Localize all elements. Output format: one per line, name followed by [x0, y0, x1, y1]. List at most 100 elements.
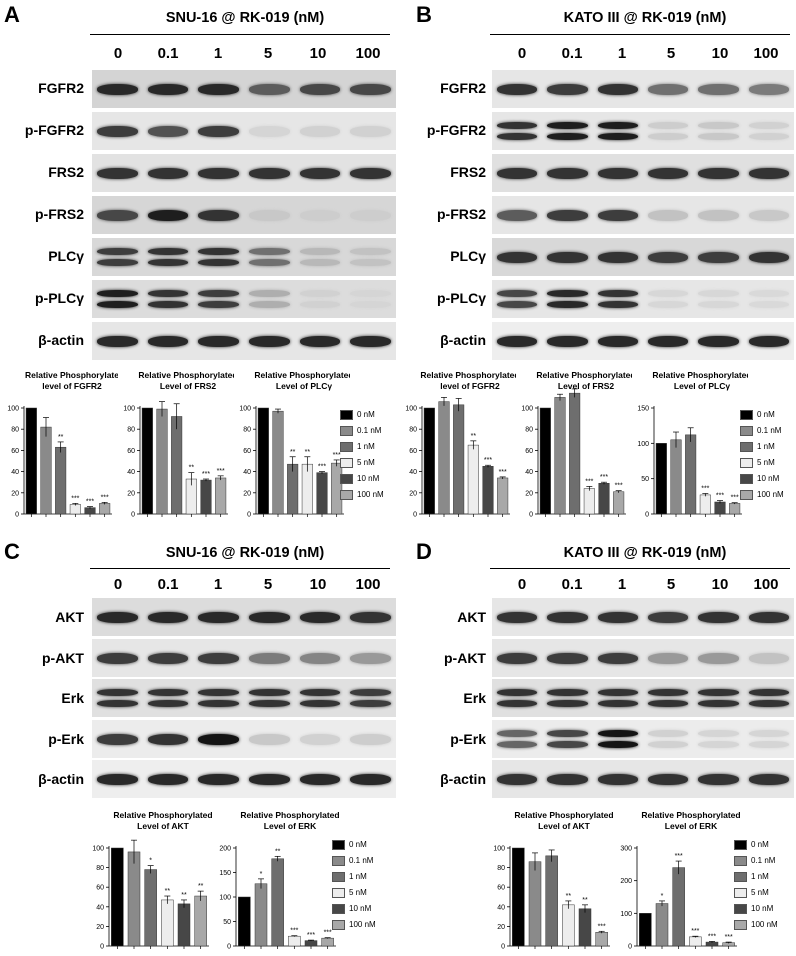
legend-label: 10 nM [357, 474, 380, 484]
band [97, 700, 138, 707]
band [198, 167, 239, 179]
band [249, 611, 290, 623]
legend-swatch [340, 490, 353, 500]
band [350, 700, 391, 707]
panel-a: A SNU-16 @ RK-019 (nM) 0 0.1 1 5 10 100 … [0, 0, 398, 525]
lane-label: 0 [113, 45, 123, 62]
band [97, 290, 138, 297]
band [698, 133, 739, 140]
band [147, 248, 189, 255]
band [698, 335, 739, 347]
band [748, 301, 789, 308]
band [597, 122, 638, 129]
bar [215, 477, 227, 515]
lane-label: 5 [666, 45, 676, 62]
legend-swatch [332, 904, 345, 914]
y-tick-label: 80 [243, 427, 251, 434]
band [97, 733, 138, 745]
y-tick-label: 40 [243, 469, 251, 476]
band [350, 259, 391, 266]
y-tick-label: 60 [525, 448, 533, 455]
band [249, 773, 290, 785]
significance-label: *** [71, 495, 79, 502]
title-rule [490, 568, 790, 569]
bar [304, 940, 318, 947]
band [497, 83, 538, 95]
band [597, 689, 638, 696]
legend-swatch [734, 920, 747, 930]
lane-label: 1 [617, 576, 627, 593]
lane-label: 100 [355, 576, 381, 593]
band [547, 133, 588, 140]
y-tick-label: 80 [127, 427, 135, 434]
y-tick-label: 200 [219, 846, 231, 853]
bar [316, 472, 328, 515]
bar [672, 867, 685, 947]
y-tick-label: 100 [637, 441, 649, 448]
legend-swatch [740, 490, 753, 500]
band [698, 773, 739, 785]
band [350, 290, 391, 297]
bar [156, 408, 168, 515]
bar [321, 937, 334, 947]
significance-label: *** [86, 499, 94, 506]
bar [194, 895, 207, 947]
significance-label: *** [675, 853, 683, 860]
legend: 0 nM 0.1 nM 1 nM 5 nM 10 nM 100 nM [340, 410, 400, 506]
title-rule [90, 568, 390, 569]
significance-label: *** [701, 486, 709, 493]
y-tick-label: 0 [100, 944, 104, 951]
blot-label: β-actin [440, 771, 486, 787]
band [249, 700, 290, 707]
chart-title: Relative Phosphorylated [420, 370, 516, 380]
panel-c: C SNU-16 @ RK-019 (nM) 0 0.1 1 5 10 100 … [0, 525, 398, 956]
panel-title: SNU-16 @ RK-019 (nM) [165, 10, 325, 26]
y-tick-label: 0 [131, 512, 135, 519]
bar [144, 869, 157, 947]
legend-label: 0.1 nM [751, 856, 776, 866]
legend-label: 0 nM [357, 410, 375, 420]
lane-label: 100 [753, 576, 779, 593]
legend-label: 0.1 nM [757, 426, 782, 436]
bar [453, 404, 465, 515]
legend-label: 100 nM [349, 920, 376, 930]
band [198, 335, 239, 347]
y-tick-label: 150 [637, 406, 649, 413]
blot-label: p-FGFR2 [24, 122, 84, 138]
panel-title: KATO III @ RK-019 (nM) [563, 10, 727, 26]
band [547, 652, 588, 664]
bar [545, 855, 558, 947]
band [350, 301, 391, 308]
blot-strip [492, 720, 794, 758]
bar [578, 908, 592, 947]
chart-title: Level of AKT [538, 821, 590, 831]
band [497, 209, 538, 221]
band [198, 611, 239, 623]
bar [171, 416, 183, 515]
bar [55, 446, 67, 515]
lane-label: 0.1 [561, 576, 583, 593]
chart-title: Relative Phosphorylated [536, 370, 632, 380]
bar [271, 858, 284, 947]
significance-label: * [260, 871, 263, 878]
legend-swatch [734, 888, 747, 898]
chart-title: Relative Phosphorylated [240, 810, 339, 820]
band [147, 611, 189, 623]
band [299, 335, 341, 347]
legend-swatch [332, 920, 345, 930]
legend-swatch [332, 872, 345, 882]
blot-label: β-actin [440, 332, 486, 348]
band [97, 167, 138, 179]
band [299, 652, 341, 664]
band [547, 122, 588, 129]
blot-strip [492, 679, 794, 717]
band [497, 730, 538, 737]
band [648, 301, 689, 308]
band [97, 83, 138, 95]
band [648, 741, 689, 748]
legend-swatch [340, 458, 353, 468]
band [597, 167, 638, 179]
band [198, 248, 239, 255]
significance-label: ** [471, 433, 477, 440]
